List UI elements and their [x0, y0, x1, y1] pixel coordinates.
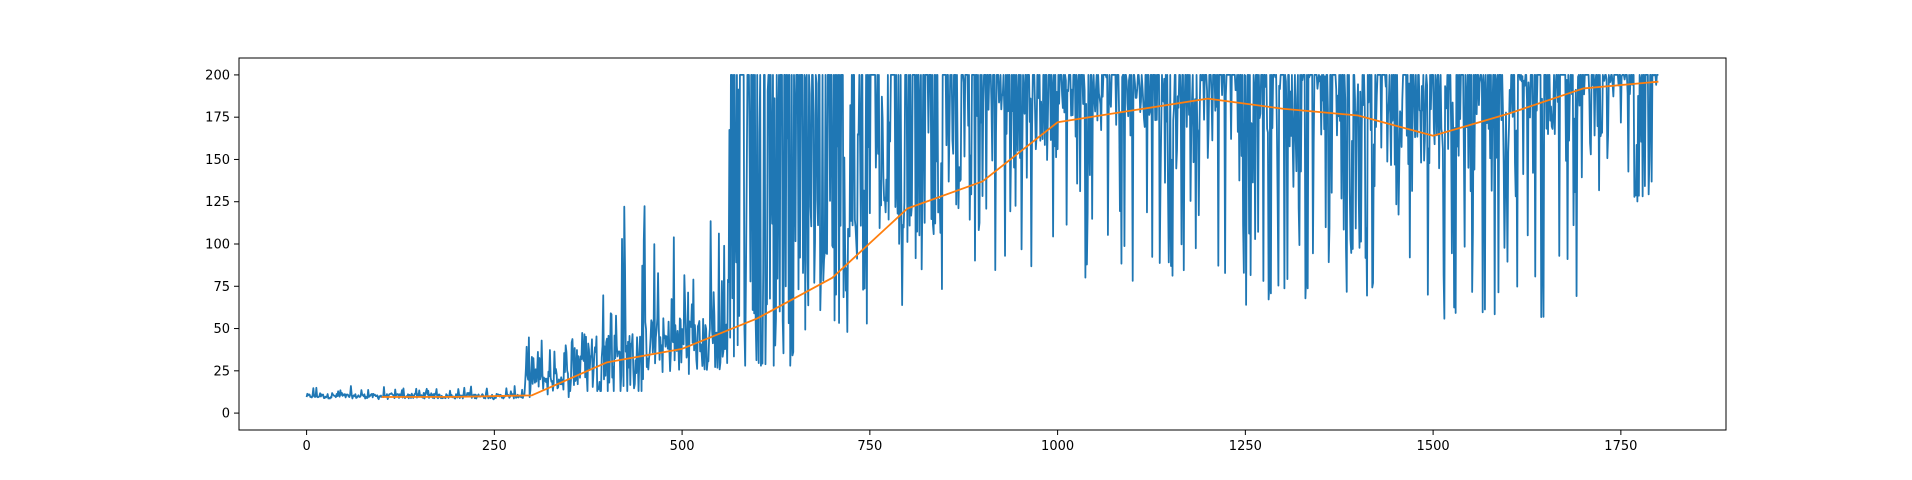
x-tick-label: 250 — [482, 439, 507, 454]
y-axis: 0 25 50 75 100 125 150 175 200 — [205, 68, 239, 422]
y-tick-label: 100 — [205, 238, 230, 253]
x-tick-label: 1750 — [1604, 439, 1637, 454]
y-tick-label: 200 — [205, 68, 230, 83]
series-line-average — [381, 80, 1659, 398]
x-tick-label: 1000 — [1041, 439, 1074, 454]
y-tick-label: 125 — [205, 195, 230, 210]
y-tick-label: 150 — [205, 153, 230, 168]
plot-area — [305, 74, 1659, 401]
x-tick-label: 0 — [302, 439, 310, 454]
series-line-raw — [305, 74, 1659, 401]
y-tick-label: 25 — [213, 364, 230, 379]
x-tick-label: 750 — [857, 439, 882, 454]
y-tick-label: 175 — [205, 111, 230, 126]
x-axis: 0 250 500 750 1000 1250 1500 1750 — [302, 430, 1637, 454]
x-tick-label: 1250 — [1229, 439, 1262, 454]
y-tick-label: 0 — [222, 407, 230, 422]
x-tick-label: 500 — [670, 439, 695, 454]
y-tick-label: 75 — [213, 280, 230, 295]
y-tick-label: 50 — [213, 322, 230, 337]
x-tick-label: 1500 — [1417, 439, 1450, 454]
